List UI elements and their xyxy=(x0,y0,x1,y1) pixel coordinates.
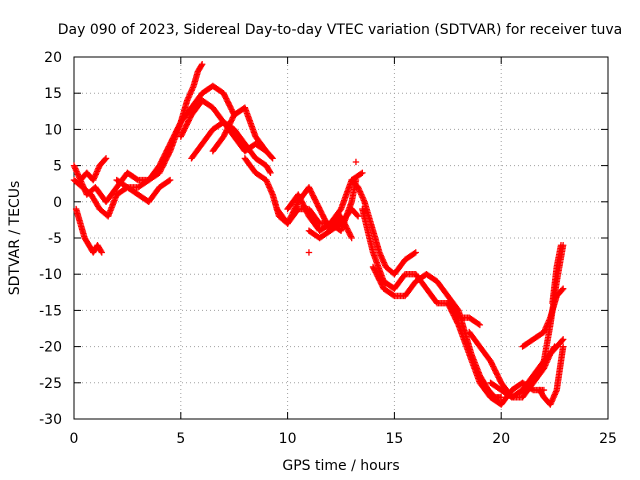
data-point-track-18 xyxy=(559,337,566,344)
chart-title: Day 090 of 2023, Sidereal Day-to-day VTE… xyxy=(58,22,622,38)
data-point-track-21 xyxy=(559,343,567,350)
data-point-track-12 xyxy=(353,212,361,219)
data-point-track-19 xyxy=(559,286,566,293)
data-point-track-3 xyxy=(98,249,105,256)
data-point-track-5 xyxy=(165,177,173,185)
x-axis-tick-labels: 0 5 10 15 20 25 xyxy=(70,431,617,447)
data-point-isolated xyxy=(305,249,313,256)
x-tick-label: 25 xyxy=(599,431,617,447)
y-tick-label: 0 xyxy=(53,195,62,211)
x-axis-label: GPS time / hours xyxy=(282,458,399,474)
x-tick-label: 10 xyxy=(279,431,297,447)
y-tick-label: 20 xyxy=(44,50,62,66)
data-point-track-14 xyxy=(475,320,482,328)
data-point-track-5 xyxy=(166,176,174,184)
y-tick-label: -10 xyxy=(39,267,62,283)
data-point-track-20 xyxy=(540,359,547,366)
data-point-track-13 xyxy=(412,249,419,256)
y-axis-tick-labels: -30 -25 -20 -15 -10 -5 0 5 10 15 20 xyxy=(39,50,62,428)
data-point-track-13 xyxy=(411,250,418,257)
data-point-track-16 xyxy=(454,320,462,327)
y-tick-label: 10 xyxy=(44,122,62,138)
x-tick-label: 0 xyxy=(70,431,79,447)
data-point-track-8 xyxy=(268,154,275,161)
y-tick-label: -20 xyxy=(39,340,62,356)
axis-ticks xyxy=(73,56,609,420)
x-tick-label: 15 xyxy=(385,431,403,447)
y-tick-label: -15 xyxy=(39,303,62,319)
data-point-track-10 xyxy=(348,234,355,242)
data-point-track-10 xyxy=(347,233,355,240)
data-point-track-8 xyxy=(269,155,276,162)
data-point-track-22 xyxy=(557,242,565,249)
y-axis-label: SDTVAR / TECUs xyxy=(7,181,23,296)
data-point-track-11 xyxy=(359,169,366,177)
data-point-track-14 xyxy=(476,321,484,329)
data-point-track-15 xyxy=(498,394,505,401)
data-point-track-3 xyxy=(97,248,105,255)
data-markers xyxy=(70,61,567,408)
data-point-track-11 xyxy=(357,170,365,177)
data-point-track-1 xyxy=(198,62,205,69)
data-point-track-7 xyxy=(266,168,273,175)
data-point-isolated xyxy=(352,158,360,166)
grid-lines xyxy=(74,57,608,419)
data-point-track-18 xyxy=(559,336,567,343)
y-tick-label: 15 xyxy=(44,86,62,102)
data-point-track-19 xyxy=(559,285,567,292)
x-tick-label: 5 xyxy=(176,431,185,447)
data-point-track-1 xyxy=(198,61,206,68)
data-point-track-12 xyxy=(354,213,362,220)
y-tick-label: -25 xyxy=(39,376,62,392)
y-tick-label: 5 xyxy=(53,159,62,175)
x-tick-label: 20 xyxy=(492,431,510,447)
y-tick-label: -30 xyxy=(39,412,62,428)
data-point-track-7 xyxy=(267,169,274,177)
data-point-track-4 xyxy=(101,156,109,163)
data-point-track-4 xyxy=(102,155,110,162)
y-tick-label: -5 xyxy=(48,231,62,247)
